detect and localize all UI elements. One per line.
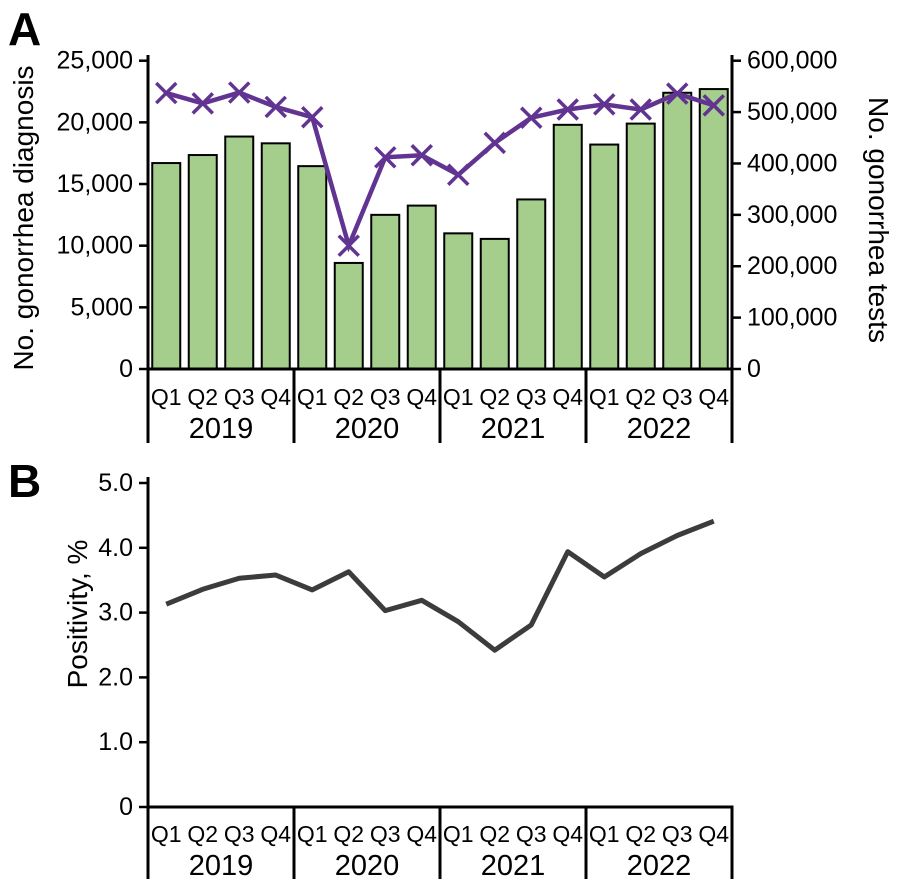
quarter-label: Q4 <box>406 384 437 410</box>
diagnosis-bar <box>297 165 328 370</box>
quarter-label: Q2 <box>187 384 218 410</box>
left-tick-label: 10,000 <box>57 232 133 260</box>
tests-x-marker <box>337 234 360 257</box>
year-label: 2021 <box>481 850 546 882</box>
quarter-label: Q3 <box>516 821 547 847</box>
left-tick-label: 25,000 <box>57 47 133 75</box>
quarter-label: Q3 <box>224 384 255 410</box>
diagnosis-bar <box>406 204 437 370</box>
quarter-label: Q1 <box>589 821 620 847</box>
diagnosis-bar <box>516 198 547 370</box>
diagnosis-bar <box>552 123 583 370</box>
diagnosis-bar <box>589 143 620 370</box>
left-tick-label: 5,000 <box>70 293 133 321</box>
diagnosis-bar <box>187 154 218 370</box>
quarter-label: Q1 <box>297 821 328 847</box>
diagnosis-bar <box>479 237 510 370</box>
tests-x-marker <box>447 163 470 187</box>
diagnosis-bar <box>370 213 401 370</box>
quarter-label: Q2 <box>333 821 364 847</box>
diagnosis-bar <box>224 135 255 370</box>
left-tick-label: 4.0 <box>98 534 133 562</box>
left-tick-label: 0 <box>119 355 133 383</box>
left-tick-label: 0 <box>119 793 133 821</box>
left-tick-label: 15,000 <box>57 170 133 198</box>
tests-x-marker <box>155 81 178 105</box>
diagnosis-bar <box>260 142 291 370</box>
year-label: 2020 <box>335 413 400 445</box>
tests-x-marker <box>629 98 652 121</box>
quarter-label: Q3 <box>370 384 401 410</box>
year-label: 2021 <box>481 413 546 445</box>
tests-x-marker <box>593 93 616 116</box>
quarter-label: Q3 <box>662 384 693 410</box>
quarter-label: Q4 <box>260 821 291 847</box>
tests-x-marker <box>228 81 251 104</box>
quarter-label: Q3 <box>516 384 547 410</box>
tests-x-marker <box>702 94 725 117</box>
quarter-label: Q4 <box>698 821 729 847</box>
tests-x-marker <box>301 105 324 129</box>
tests-x-marker <box>556 98 579 121</box>
diagnosis-bar <box>333 261 364 370</box>
quarter-label: Q1 <box>443 821 474 847</box>
quarter-label: Q3 <box>224 821 255 847</box>
quarter-label: Q1 <box>443 384 474 410</box>
left-tick-label: 1.0 <box>98 728 133 756</box>
diagnosis-bar <box>662 91 693 370</box>
diagnosis-bar <box>625 122 656 370</box>
left-tick-label: 20,000 <box>57 108 133 136</box>
positivity-line <box>165 518 715 653</box>
quarter-label: Q4 <box>406 821 437 847</box>
panel-a-chart: 0 5,000 10,000 15,000 20,000 25,000 0 100,000 20… <box>57 47 838 445</box>
tests-x-marker <box>374 146 397 169</box>
quarter-label: Q2 <box>479 384 510 410</box>
left-tick-label: 3.0 <box>98 599 133 627</box>
quarter-label: Q4 <box>552 821 583 847</box>
tests-x-marker <box>410 144 433 167</box>
left-tick-label: 2.0 <box>98 663 133 691</box>
quarter-label: Q4 <box>260 384 291 410</box>
panel-b-letter: B <box>8 455 42 507</box>
tests-x-marker <box>666 82 689 105</box>
right-tick-label: 200,000 <box>747 252 837 280</box>
panel-b-chart: 01.02.03.04.05.0Q1 Q2 Q3 Q4 Q1 Q2 Q3 Q4 Q1 Q2 Q3 Q4… <box>98 469 734 882</box>
quarter-label: Q2 <box>333 384 364 410</box>
year-label: 2022 <box>627 413 692 445</box>
right-tick-label: 400,000 <box>747 149 837 177</box>
quarter-label: Q2 <box>625 821 656 847</box>
year-label: 2020 <box>335 850 400 882</box>
year-label: 2022 <box>627 850 692 882</box>
tests-x-marker <box>520 106 543 129</box>
diagnosis-bar <box>443 232 474 370</box>
quarter-label: Q1 <box>151 384 182 410</box>
right-tick-label: 500,000 <box>747 98 837 126</box>
tests-line <box>165 90 715 253</box>
tests-x-marker <box>191 92 214 115</box>
quarter-label: Q4 <box>698 384 729 410</box>
right-tick-label: 0 <box>747 355 761 383</box>
right-tick-label: 600,000 <box>747 47 837 75</box>
quarter-label: Q1 <box>589 384 620 410</box>
quarter-label: Q1 <box>151 821 182 847</box>
panel-a-letter: A <box>8 3 42 55</box>
tests-x-marker <box>483 131 506 155</box>
quarter-label: Q4 <box>552 384 583 410</box>
quarter-label: Q3 <box>370 821 401 847</box>
diagnosis-bar <box>698 88 729 370</box>
year-label: 2019 <box>189 413 254 445</box>
diagnosis-bar <box>151 162 182 370</box>
quarter-label: Q1 <box>297 384 328 410</box>
quarter-label: Q2 <box>479 821 510 847</box>
quarter-label: Q2 <box>187 821 218 847</box>
quarter-label: Q3 <box>662 821 693 847</box>
tests-x-marker <box>264 95 287 119</box>
right-tick-label: 100,000 <box>747 304 837 332</box>
year-label: 2019 <box>189 850 254 882</box>
left-tick-label: 5.0 <box>98 469 133 497</box>
right-tick-label: 300,000 <box>747 201 837 229</box>
quarter-label: Q2 <box>625 384 656 410</box>
